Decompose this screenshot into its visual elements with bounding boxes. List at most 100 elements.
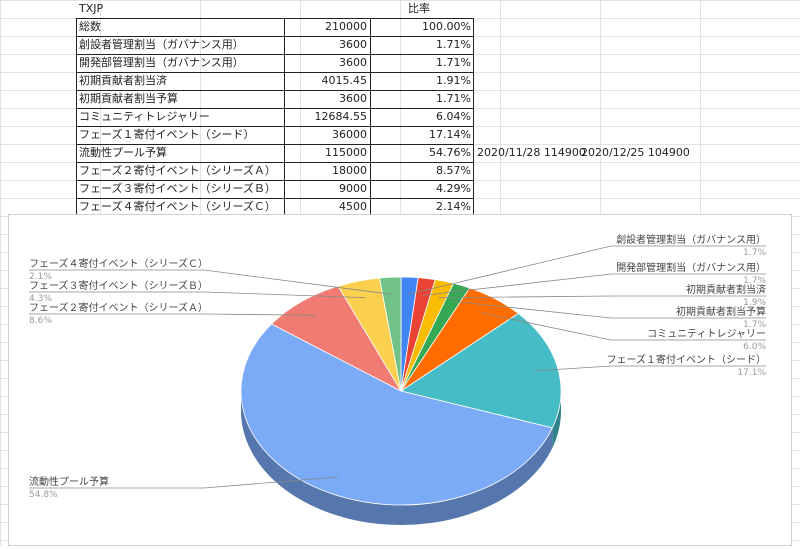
slice-label: 初期貢献者割当予算 bbox=[676, 305, 766, 318]
cell-value[interactable]: 3600 bbox=[339, 38, 367, 51]
pie-slice bbox=[379, 276, 402, 392]
row-divider bbox=[76, 90, 474, 91]
row-divider bbox=[76, 72, 474, 73]
cell-name[interactable]: フェーズ２寄付イベント（シリーズＡ） bbox=[79, 164, 276, 177]
slice-percent: 4.3% bbox=[29, 294, 52, 304]
cell-value[interactable]: 12684.55 bbox=[314, 110, 368, 123]
column-divider bbox=[284, 18, 285, 216]
pie-slice bbox=[240, 323, 553, 506]
slice-percent: 2.1% bbox=[29, 272, 52, 282]
leader-line bbox=[29, 476, 339, 489]
leader-line bbox=[29, 269, 392, 295]
row-divider bbox=[76, 54, 474, 55]
cell-ratio[interactable]: 1.71% bbox=[436, 56, 471, 69]
slice-label: フェーズ１寄付イベント（シード） bbox=[607, 353, 767, 366]
slice-percent: 1.9% bbox=[743, 298, 766, 308]
table-row: 総数 210000 100.00% bbox=[0, 18, 800, 36]
pie-slice-side bbox=[552, 391, 561, 448]
cell-ratio[interactable]: 8.57% bbox=[436, 164, 471, 177]
cell-name[interactable]: フェーズ１寄付イベント（シード） bbox=[79, 128, 255, 141]
cell-ratio[interactable]: 17.14% bbox=[429, 128, 471, 141]
cell-ratio[interactable]: 100.00% bbox=[422, 20, 471, 33]
cell-value[interactable]: 3600 bbox=[339, 92, 367, 105]
cell-ratio[interactable]: 54.76% bbox=[429, 146, 471, 159]
cell-name[interactable]: コミュニティトレジャリー bbox=[79, 110, 210, 123]
slice-percent: 54.8% bbox=[29, 490, 58, 500]
spreadsheet-table: TXJP 比率 総数 210000 100.00% 創設者管理割当（ガバナンス用） 36… bbox=[0, 0, 800, 216]
cell-value[interactable]: 210000 bbox=[325, 20, 367, 33]
header-cell-name[interactable]: TXJP bbox=[79, 2, 104, 15]
cell-note[interactable]: 2020/11/28 114900 bbox=[477, 146, 586, 159]
leader-line bbox=[437, 295, 766, 299]
pie-slice bbox=[400, 312, 562, 429]
cell-ratio[interactable]: 6.04% bbox=[436, 110, 471, 123]
cell-value[interactable]: 3600 bbox=[339, 56, 367, 69]
cell-value[interactable]: 4015.45 bbox=[321, 74, 368, 87]
cell-ratio[interactable]: 4.29% bbox=[436, 182, 471, 195]
leader-line bbox=[29, 313, 317, 316]
cell-name[interactable]: フェーズ４寄付イベント（シリーズＣ） bbox=[79, 200, 276, 213]
row-divider bbox=[76, 162, 474, 163]
cell-value[interactable]: 4500 bbox=[339, 200, 367, 213]
header-row: TXJP 比率 bbox=[0, 0, 800, 18]
cell-ratio[interactable]: 1.71% bbox=[436, 38, 471, 51]
pie-slice bbox=[270, 285, 403, 393]
slice-label: 開発部管理割当（ガバナンス用） bbox=[616, 261, 766, 274]
pie-chart-svg: 創設者管理割当（ガバナンス用）1.7%開発部管理割当（ガバナンス用）1.7%初期… bbox=[29, 233, 767, 525]
leader-line bbox=[408, 245, 766, 295]
table-row: 創設者管理割当（ガバナンス用） 3600 1.71% bbox=[0, 36, 800, 54]
cell-value[interactable]: 115000 bbox=[325, 146, 367, 159]
slice-percent: 1.7% bbox=[743, 320, 766, 330]
cell-ratio[interactable]: 2.14% bbox=[436, 200, 471, 213]
cell-note[interactable]: 2020/12/25 104900 bbox=[581, 146, 690, 159]
leader-line bbox=[452, 300, 766, 319]
slice-percent: 1.7% bbox=[743, 276, 766, 286]
leader-line bbox=[481, 312, 766, 341]
slice-label: 創設者管理割当（ガバナンス用） bbox=[616, 233, 766, 246]
table-row: コミュニティトレジャリー 12684.55 6.04% bbox=[0, 108, 800, 126]
slice-label: 流動性プール予算 bbox=[29, 475, 109, 488]
pie-chart[interactable]: 創設者管理割当（ガバナンス用） 1.7% 開発部管理割当（ガバナンス用） 1.7% 初期… bbox=[8, 214, 792, 546]
cell-name[interactable]: 初期貢献者割当予算 bbox=[79, 92, 178, 105]
cell-value[interactable]: 18000 bbox=[332, 164, 367, 177]
table-row: フェーズ１寄付イベント（シード） 36000 17.14% bbox=[0, 126, 800, 144]
cell-name[interactable]: フェーズ３寄付イベント（シリーズＢ） bbox=[79, 182, 276, 195]
slice-label: フェーズ３寄付イベント（シリーズＢ） bbox=[29, 279, 208, 292]
slice-percent: 17.1% bbox=[737, 368, 766, 378]
leader-line bbox=[422, 273, 766, 296]
table-row: フェーズ３寄付イベント（シリーズＢ） 9000 4.29% bbox=[0, 180, 800, 198]
leader-line bbox=[29, 291, 365, 298]
column-divider bbox=[370, 18, 371, 216]
table-row: 初期貢献者割当済 4015.45 1.91% bbox=[0, 72, 800, 90]
cell-name[interactable]: 総数 bbox=[79, 20, 101, 33]
row-divider bbox=[76, 144, 474, 145]
row-divider bbox=[76, 126, 474, 127]
row-divider bbox=[76, 180, 474, 181]
leader-line bbox=[534, 365, 766, 372]
cell-ratio[interactable]: 1.91% bbox=[436, 74, 471, 87]
table-row: 開発部管理割当（ガバナンス用） 3600 1.71% bbox=[0, 54, 800, 72]
cell-name[interactable]: 初期貢献者割当済 bbox=[79, 74, 167, 87]
header-cell-ratio[interactable]: 比率 bbox=[408, 2, 430, 15]
cell-name[interactable]: 流動性プール予算 bbox=[79, 146, 167, 159]
slice-label: 初期貢献者割当済 bbox=[686, 283, 766, 296]
cell-value[interactable]: 9000 bbox=[339, 182, 367, 195]
row-divider bbox=[76, 108, 474, 109]
row-divider bbox=[76, 198, 474, 199]
slice-label: コミュニティトレジャリー bbox=[647, 329, 766, 340]
slice-label: フェーズ４寄付イベント（シリーズＣ） bbox=[29, 257, 208, 270]
table-row: フェーズ４寄付イベント（シリーズＣ） 4500 2.14% bbox=[0, 198, 800, 216]
pie-slice-side bbox=[241, 391, 553, 525]
cell-ratio[interactable]: 1.71% bbox=[436, 92, 471, 105]
slice-label: フェーズ２寄付イベント（シリーズＡ） bbox=[29, 301, 208, 314]
row-divider bbox=[76, 36, 474, 37]
table-row: フェーズ２寄付イベント（シリーズＡ） 18000 8.57% bbox=[0, 162, 800, 180]
cell-name[interactable]: 創設者管理割当（ガバナンス用） bbox=[79, 38, 244, 51]
table-row: 初期貢献者割当予算 3600 1.71% bbox=[0, 90, 800, 108]
slice-percent: 6.0% bbox=[743, 342, 766, 352]
cell-name[interactable]: 開発部管理割当（ガバナンス用） bbox=[79, 56, 244, 69]
slice-percent: 1.7% bbox=[743, 248, 766, 258]
table-row: 流動性プール予算 115000 54.76% 2020/11/28 114900 202… bbox=[0, 144, 800, 162]
slice-percent: 8.6% bbox=[29, 316, 52, 326]
cell-value[interactable]: 36000 bbox=[332, 128, 367, 141]
